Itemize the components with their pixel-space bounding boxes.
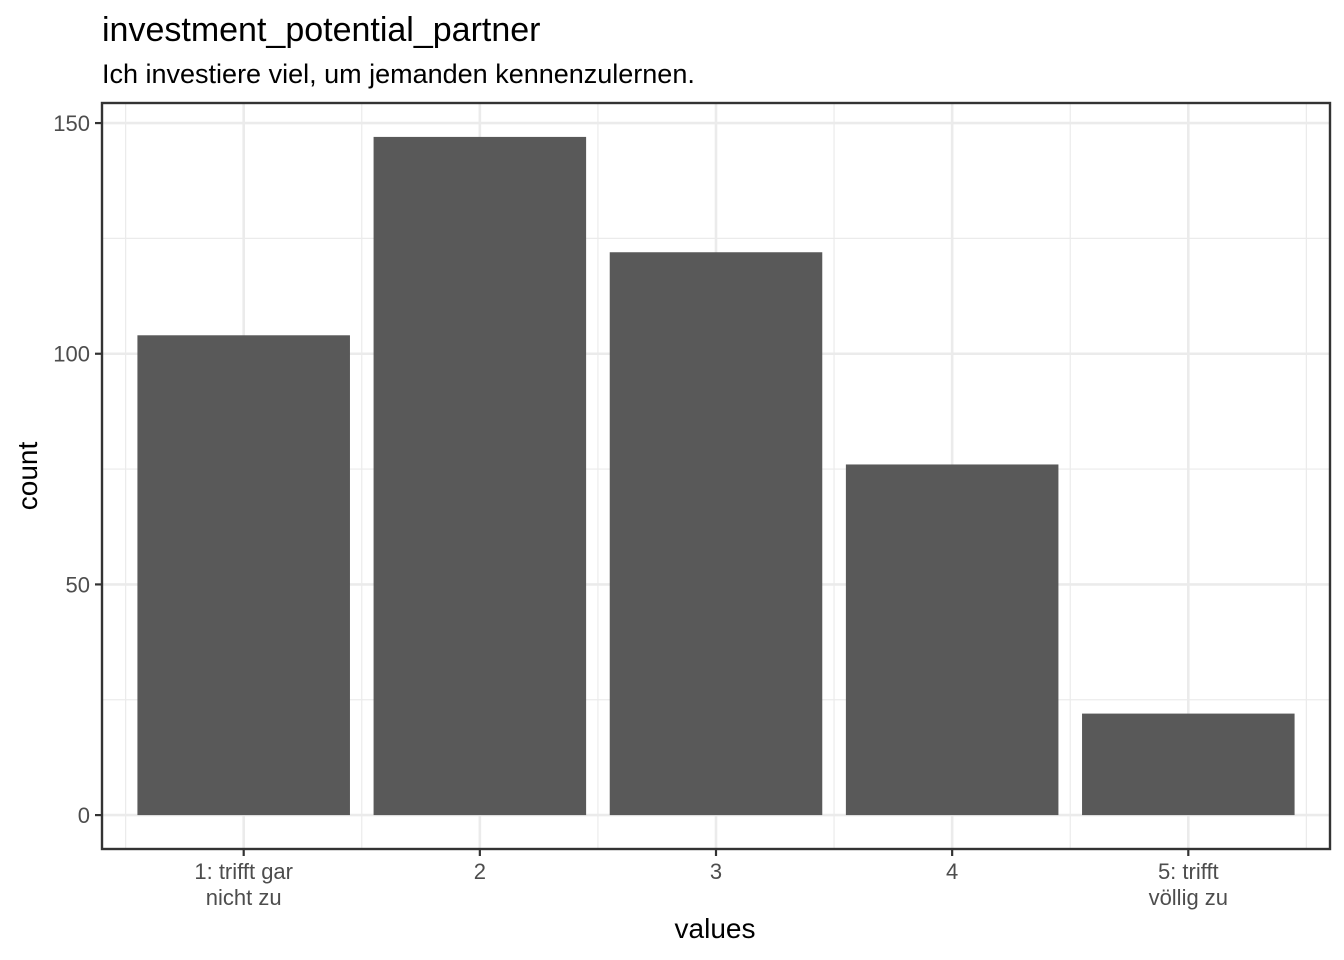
- x-tick-label: 3: [710, 859, 722, 884]
- x-tick-label: 5: trifft: [1158, 859, 1219, 884]
- chart-title: investment_potential_partner: [102, 11, 541, 49]
- y-axis-title: count: [12, 442, 43, 511]
- x-tick-label: 4: [946, 859, 958, 884]
- y-tick-label: 100: [53, 342, 90, 367]
- chart-subtitle: Ich investiere viel, um jemanden kennenz…: [102, 59, 695, 89]
- x-tick-label: nicht zu: [206, 885, 282, 910]
- y-tick-label: 0: [78, 803, 90, 828]
- bar: [137, 335, 350, 816]
- x-tick-label: 2: [474, 859, 486, 884]
- x-tick-label: völlig zu: [1149, 885, 1228, 910]
- x-tick-label: 1: trifft gar: [194, 859, 293, 884]
- bar: [609, 252, 823, 816]
- y-tick-label: 150: [53, 111, 90, 136]
- bar: [373, 136, 587, 816]
- x-axis-title: values: [675, 913, 756, 944]
- y-tick-label: 50: [66, 572, 90, 597]
- bar: [845, 464, 1059, 816]
- bar: [1082, 713, 1295, 816]
